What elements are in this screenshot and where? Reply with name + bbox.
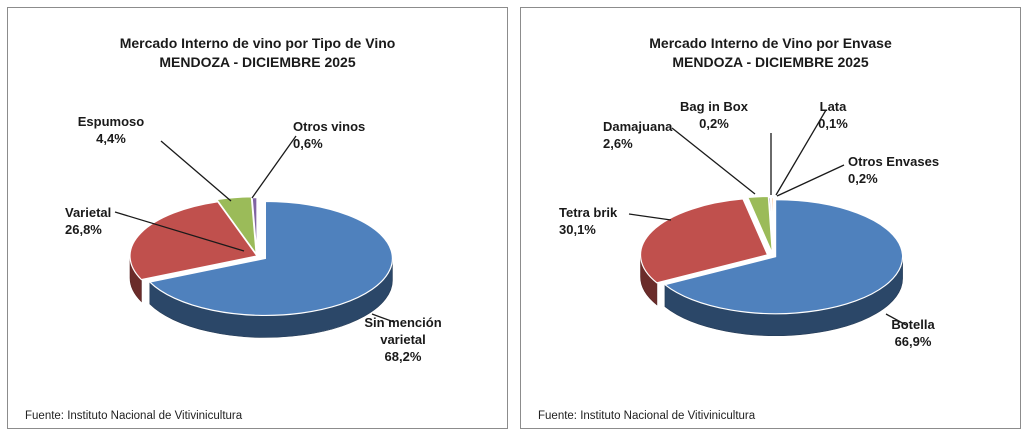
data-label-name: Otros vinos xyxy=(293,119,366,134)
data-label-value: 0,1% xyxy=(818,116,848,131)
chart-subtitle: MENDOZA - DICIEMBRE 2025 xyxy=(159,54,356,70)
data-label-value: 4,4% xyxy=(96,131,126,146)
data-label-name: Damajuana xyxy=(603,119,673,134)
chart-panel-envase: Mercado Interno de Vino por Envase MENDO… xyxy=(520,7,1021,429)
data-label-lata: Lata 0,1% xyxy=(818,98,848,132)
leader-line-tetra-brik xyxy=(628,213,672,221)
chart-title: Mercado Interno de Vino por Envase xyxy=(649,35,892,51)
chart-panel-tipo-vino: Mercado Interno de vino por Tipo de Vino… xyxy=(7,7,508,429)
pie-slice-tetra-brik xyxy=(639,198,769,284)
data-label-name: Sin mención xyxy=(364,315,442,330)
data-label-bag-in-box: Bag in Box 0,2% xyxy=(680,98,748,132)
leader-line-espumoso xyxy=(160,140,232,202)
pie-chart-envase xyxy=(628,109,907,336)
data-label-name: Espumoso xyxy=(77,114,145,129)
leader-line-damajuana xyxy=(671,127,756,195)
pie-slice-damajuana xyxy=(746,195,773,254)
data-label-name: Tetra brik xyxy=(559,205,618,220)
data-label-sin-mencion-varietal: Sin mención varietal 68,2% xyxy=(364,314,441,365)
data-label-value: 68,2% xyxy=(384,349,422,364)
data-label-value: 26,8% xyxy=(65,222,102,237)
data-label-name: Lata xyxy=(819,99,847,114)
data-label-botella: Botella 66,9% xyxy=(891,316,934,350)
data-label-name: Bag in Box xyxy=(680,99,748,114)
data-label-value: 0,2% xyxy=(699,116,729,131)
data-label-name: Varietal xyxy=(65,205,112,220)
data-label-damajuana: Damajuana 2,6% xyxy=(603,118,672,152)
data-label-name: Botella xyxy=(891,317,935,332)
leader-line-otros-envases xyxy=(776,164,845,197)
pie-slice-varietal xyxy=(129,201,259,281)
leader-line-lata xyxy=(775,109,827,196)
data-label-value: 66,9% xyxy=(894,334,932,349)
data-label-espumoso: Espumoso 4,4% xyxy=(78,113,144,147)
data-label-value: 0,6% xyxy=(293,136,323,151)
source-note: Fuente: Instituto Nacional de Vitivinicu… xyxy=(25,410,243,422)
pie-slice-otros-envases xyxy=(770,197,774,255)
pie-slice-espumoso xyxy=(215,196,257,256)
data-label-value: 0,2% xyxy=(848,171,878,186)
leader-line-varietal xyxy=(114,211,245,252)
leader-line-sin-mencion-varietal xyxy=(371,313,395,323)
data-label-otros-envases: Otros Envases 0,2% xyxy=(848,153,939,187)
leader-line-botella xyxy=(885,313,907,326)
data-label-value: 2,6% xyxy=(603,136,633,151)
chart-subtitle: MENDOZA - DICIEMBRE 2025 xyxy=(672,54,869,70)
pie-slice-botella xyxy=(663,199,904,315)
data-label-name: Otros Envases xyxy=(848,154,940,169)
data-label-value: 30,1% xyxy=(559,222,596,237)
data-label-tetra-brik: Tetra brik 30,1% xyxy=(559,204,617,238)
pie-slice-sin-mencion-varietal xyxy=(148,200,393,316)
data-label-varietal: Varietal 26,8% xyxy=(65,204,111,238)
chart-title: Mercado Interno de vino por Tipo de Vino xyxy=(119,35,396,51)
data-label-otros-vinos: Otros vinos 0,6% xyxy=(293,118,365,152)
pie-chart-tipo-vino xyxy=(114,135,395,338)
data-label-name: varietal xyxy=(380,332,426,347)
source-note: Fuente: Instituto Nacional de Vitivinicu… xyxy=(538,410,756,422)
leader-line-otros-vinos xyxy=(251,135,297,199)
